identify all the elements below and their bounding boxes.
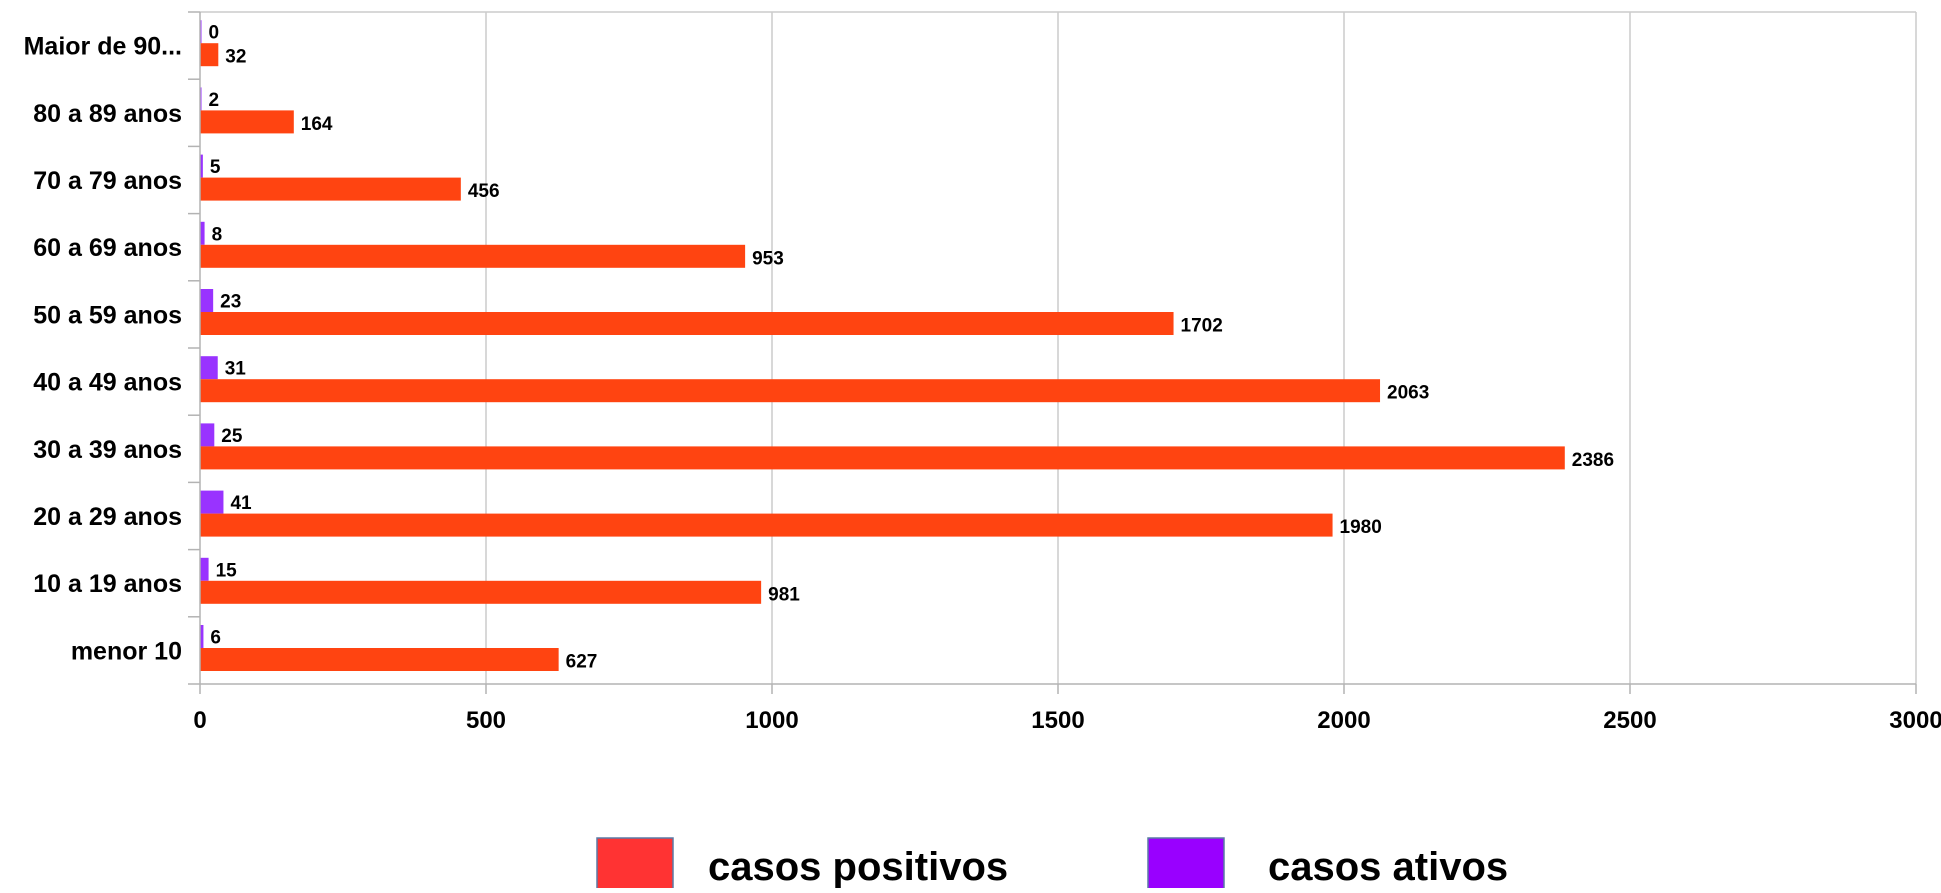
bar-casos-ativos [200, 154, 203, 178]
bar-casos-positivos [200, 513, 1333, 537]
legend-label: casos ativos [1268, 845, 1508, 888]
data-label-casos-ativos: 2 [209, 90, 220, 111]
bar-casos-positivos [200, 580, 762, 604]
category-label: 10 a 19 anos [33, 570, 182, 598]
legend-label: casos positivos [708, 845, 1008, 888]
data-label-casos-positivos: 2386 [1572, 450, 1614, 471]
data-label-casos-positivos: 1980 [1340, 517, 1382, 538]
category-label: 80 a 89 anos [33, 100, 182, 128]
bar-casos-positivos [200, 43, 219, 67]
labels: 6 627 menor 10 15 981 10 a 19 anos 41 1980 20 a … [24, 23, 1941, 734]
data-label-casos-positivos: 627 [566, 652, 598, 673]
bar-casos-positivos [200, 244, 746, 268]
data-label-casos-ativos: 6 [210, 628, 221, 649]
bar-casos-positivos [200, 177, 461, 201]
category-label: 70 a 79 anos [33, 167, 182, 195]
bar-casos-positivos [200, 379, 1381, 403]
data-label-casos-positivos: 953 [752, 248, 784, 269]
category-label: 20 a 29 anos [33, 503, 182, 531]
category-label: Maior de 90... [24, 33, 182, 61]
bar-casos-positivos [200, 648, 559, 671]
data-label-casos-ativos: 41 [230, 493, 252, 514]
category-label: 60 a 69 anos [33, 234, 182, 262]
category-label: 30 a 39 anos [33, 436, 182, 464]
axes [188, 11, 1917, 694]
bar-casos-ativos [200, 490, 224, 514]
x-tick-label: 2500 [1603, 707, 1656, 734]
x-tick-label: 500 [466, 707, 506, 734]
legend: casos positivos casos ativos [596, 837, 1508, 893]
data-label-casos-ativos: 23 [220, 292, 241, 313]
data-label-casos-positivos: 1702 [1181, 316, 1223, 337]
bar-casos-ativos [200, 423, 215, 447]
bar-casos-ativos [200, 625, 204, 648]
data-label-casos-ativos: 8 [212, 224, 223, 245]
data-label-casos-positivos: 164 [301, 114, 333, 135]
data-label-casos-ativos: 5 [210, 157, 221, 178]
bar-casos-ativos [200, 221, 205, 245]
bars [200, 20, 1565, 671]
bar-casos-ativos [200, 557, 209, 581]
data-label-casos-ativos: 15 [216, 560, 238, 581]
grid-lines [200, 11, 1917, 684]
data-label-casos-ativos: 25 [221, 426, 243, 447]
data-label-casos-ativos: 0 [209, 23, 220, 44]
data-label-casos-positivos: 2063 [1387, 383, 1429, 404]
category-label: 50 a 59 anos [33, 301, 182, 329]
data-label-casos-positivos: 32 [225, 47, 246, 68]
data-label-casos-positivos: 981 [768, 584, 800, 605]
data-label-casos-positivos: 456 [468, 181, 500, 202]
category-label: menor 10 [71, 637, 182, 665]
bar-casos-ativos [200, 289, 214, 312]
category-label: 40 a 49 anos [33, 369, 182, 397]
bar-casos-positivos [200, 312, 1174, 335]
bar-casos-ativos [200, 356, 218, 380]
data-label-casos-ativos: 31 [225, 359, 247, 380]
x-tick-label: 1000 [745, 707, 798, 734]
bar-casos-positivos [200, 446, 1565, 470]
legend-swatch [1147, 837, 1225, 893]
bar-casos-positivos [200, 110, 294, 134]
x-tick-label: 0 [193, 707, 206, 734]
x-tick-label: 2000 [1317, 707, 1370, 734]
x-tick-label: 1500 [1031, 707, 1084, 734]
x-tick-label: 3000 [1889, 707, 1941, 734]
legend-swatch [596, 837, 674, 893]
